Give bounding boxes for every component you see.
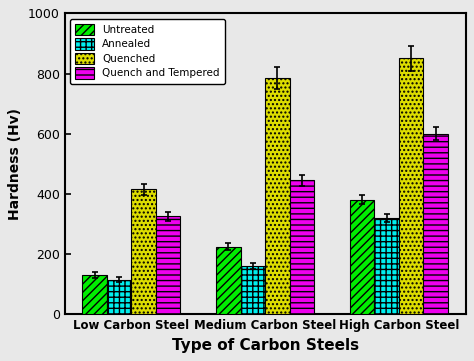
Bar [216, 247, 241, 314]
X-axis label: Type of Carbon Steels: Type of Carbon Steels [172, 338, 359, 353]
Bar [131, 190, 156, 314]
Bar [399, 58, 423, 314]
Bar [241, 266, 265, 314]
Legend: Untreated, Annealed, Quenched, Quench and Tempered: Untreated, Annealed, Quenched, Quench an… [70, 18, 225, 84]
Bar [374, 218, 399, 314]
Bar [82, 275, 107, 314]
Bar [107, 280, 131, 314]
Bar [423, 134, 448, 314]
Bar [156, 217, 181, 314]
Bar [290, 180, 314, 314]
Y-axis label: Hardness (Hv): Hardness (Hv) [9, 108, 22, 220]
Bar [350, 200, 374, 314]
Bar [265, 78, 290, 314]
